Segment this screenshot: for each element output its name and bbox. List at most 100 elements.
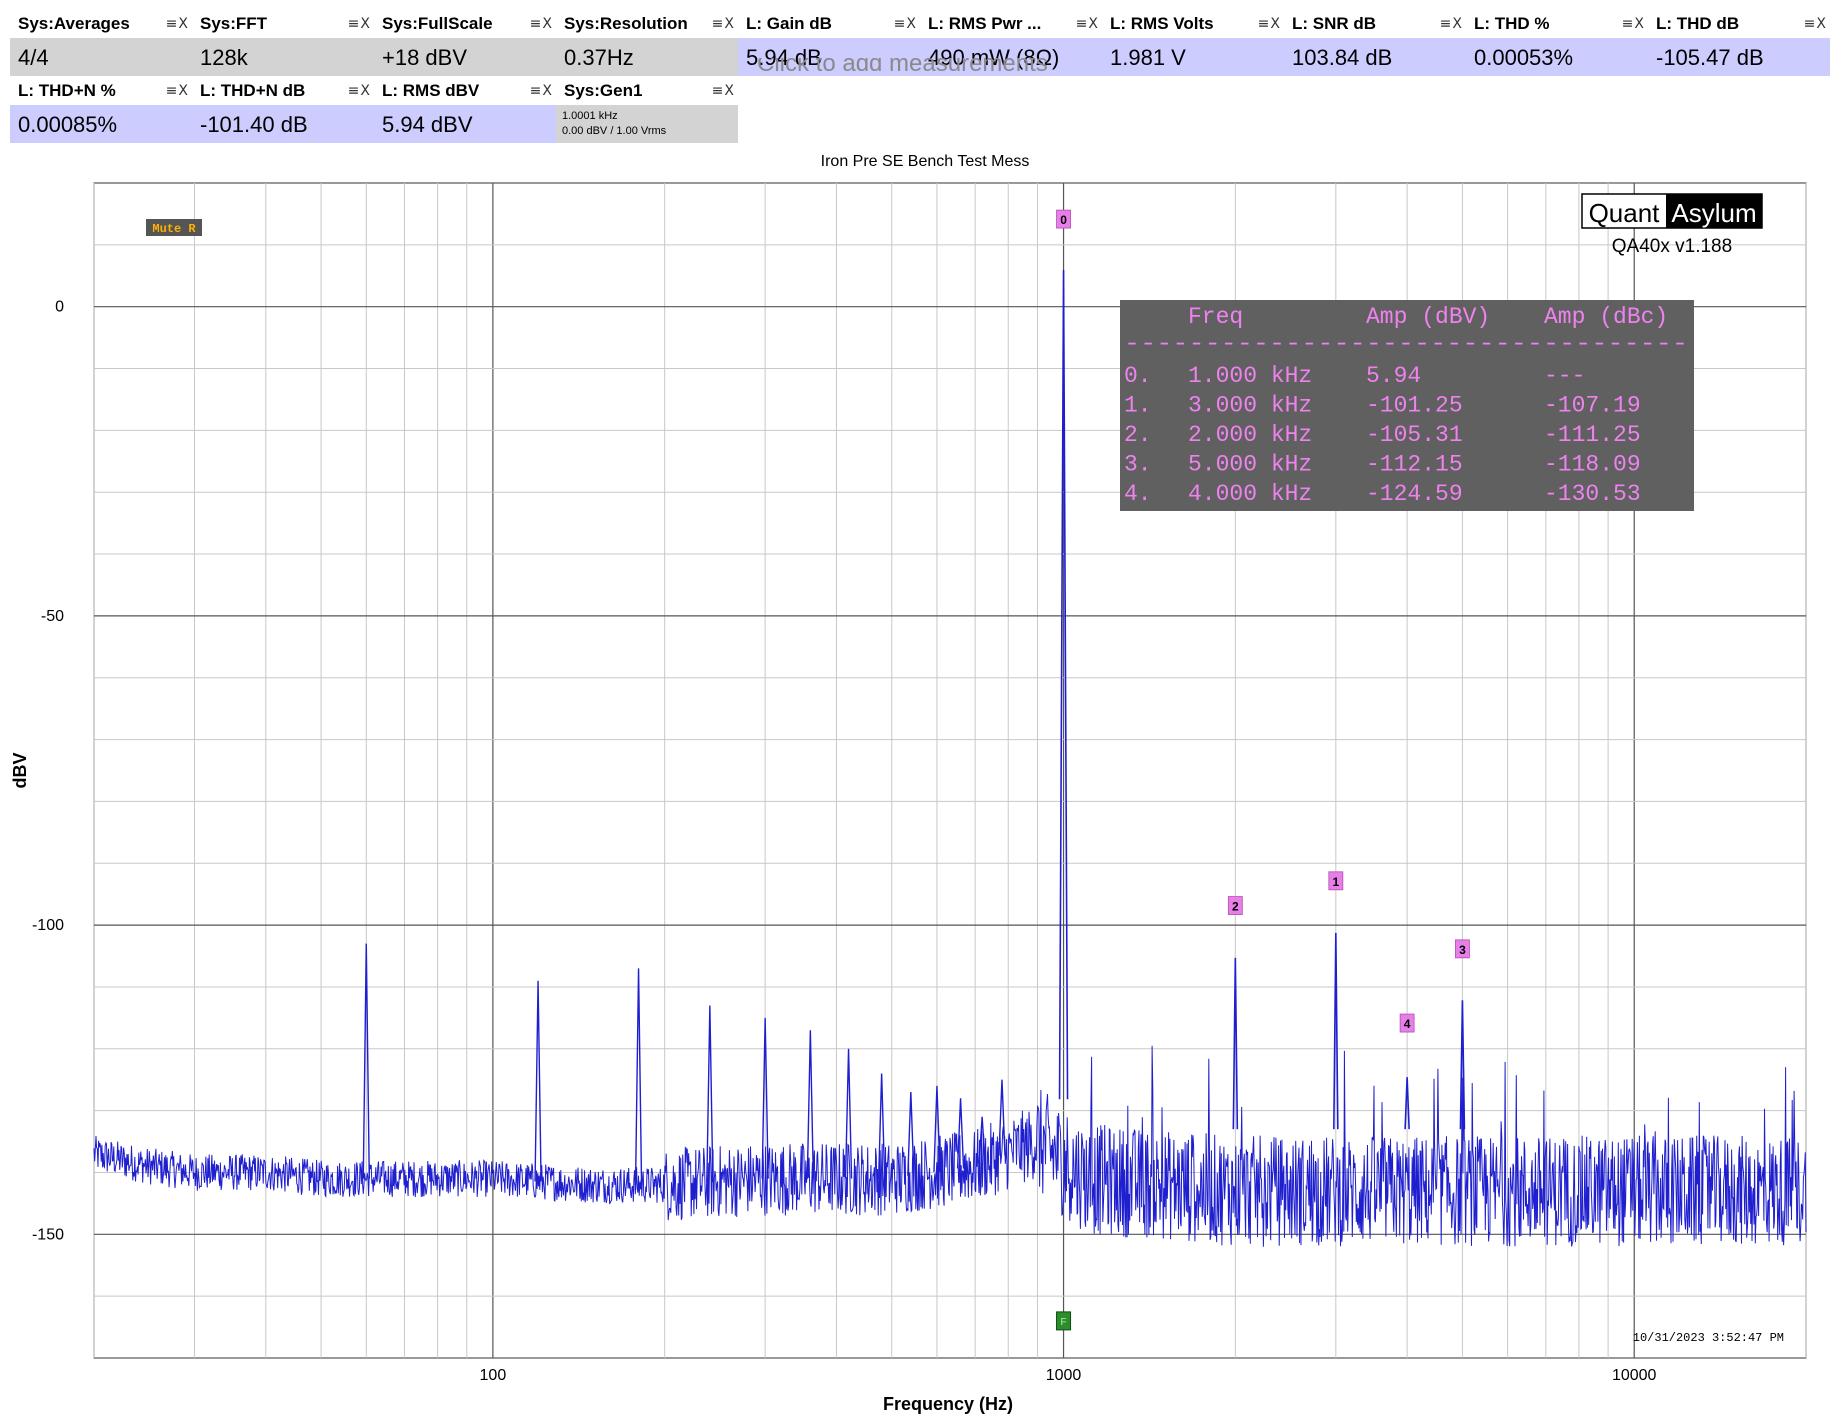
x-tick-label: 100 xyxy=(480,1367,507,1384)
harmonic-marker[interactable] xyxy=(1328,871,1344,891)
measurement-value: 5.94 dBV xyxy=(382,112,473,137)
harmonic-marker-label: 4 xyxy=(1404,1017,1411,1031)
harmonic-marker-label: 2 xyxy=(1232,900,1239,914)
tile-menu-close-icon[interactable]: ≡X xyxy=(347,83,371,99)
spur-line xyxy=(534,980,542,1182)
table-cell: 4. xyxy=(1124,481,1152,507)
measurement-tile[interactable]: L: RMS Volts ≡X 1.981 V xyxy=(1102,10,1284,76)
table-cell: 1. xyxy=(1124,393,1152,419)
spectrum-trace xyxy=(93,1045,1807,1247)
table-cell: --- xyxy=(1544,363,1585,389)
measurement-tile[interactable]: Sys:Resolution ≡X 0.37Hz xyxy=(556,10,738,76)
measurement-tile[interactable]: Sys:Gen1 ≡X 1.0001 kHz 0.00 dBV / 1.00 Vrms xyxy=(556,77,738,143)
measurement-name: Sys:Resolution xyxy=(564,14,688,33)
measurement-tile[interactable]: L: THD % ≡X 0.00053% xyxy=(1466,10,1648,76)
table-cell: 3.000 kHz xyxy=(1188,393,1312,419)
table-cell: 3. xyxy=(1124,452,1152,478)
tile-menu-close-icon[interactable]: ≡X xyxy=(1257,16,1281,32)
chart-title: Iron Pre SE Bench Test Mess xyxy=(821,153,1030,170)
table-cell: 1.000 kHz xyxy=(1188,363,1312,389)
harmonic-marker[interactable] xyxy=(1227,896,1243,915)
tile-menu-close-icon[interactable]: ≡X xyxy=(893,16,917,32)
table-cell: -101.25 xyxy=(1366,393,1463,419)
measurement-tile[interactable]: Sys:FFT ≡X 128k xyxy=(192,10,374,76)
tile-menu-close-icon[interactable]: ≡X xyxy=(165,16,189,32)
table-cell: 2.000 kHz xyxy=(1188,422,1312,448)
y-axis-label: dBV xyxy=(10,753,30,789)
measurement-name: L: RMS dBV xyxy=(382,81,480,100)
harmonic-peak xyxy=(1404,1077,1410,1130)
mute-label: Mute R xyxy=(152,222,196,236)
harmonic-marker[interactable] xyxy=(1056,209,1071,229)
add-measurement-hint[interactable]: Click to add measurements xyxy=(757,58,1048,76)
measurement-tile[interactable]: L: THD+N dB ≡X -101.40 dB xyxy=(192,77,374,143)
measurement-tile[interactable]: L: SNR dB ≡X 103.84 dB xyxy=(1284,10,1466,76)
measurement-value: 0.00085% xyxy=(18,112,118,137)
y-tick-label: -100 xyxy=(32,917,64,934)
measurement-tile[interactable]: Sys:FullScale ≡X +18 dBV xyxy=(374,10,556,76)
tile-menu-close-icon[interactable]: ≡X xyxy=(1803,16,1827,32)
tile-menu-close-icon[interactable]: ≡X xyxy=(529,83,553,99)
harmonic-marker[interactable] xyxy=(1455,939,1470,959)
harmonic-marker[interactable] xyxy=(1399,1013,1415,1033)
logo-left: Quant xyxy=(1589,198,1661,228)
spur-line xyxy=(978,1116,986,1164)
measurement-tile[interactable]: L: THD dB ≡X -105.47 dB xyxy=(1648,10,1830,76)
logo-right: Asylum xyxy=(1671,198,1756,228)
spur-line xyxy=(933,1085,941,1172)
measurement-name: L: SNR dB xyxy=(1292,14,1377,33)
table-cell: -118.09 xyxy=(1544,452,1641,478)
harmonic-peak xyxy=(1333,932,1339,1130)
measurement-value: 103.84 dB xyxy=(1292,45,1393,70)
spur-line xyxy=(844,1048,853,1179)
spur-line xyxy=(761,1017,769,1179)
table-cell: -107.19 xyxy=(1544,393,1641,419)
harmonic-peak xyxy=(1459,1000,1466,1130)
harmonic-table: Freq Amp (dBV) Amp (dBc)------------------… xyxy=(1120,300,1694,511)
measurement-tile[interactable]: L: THD+N % ≡X 0.00085% xyxy=(10,77,192,143)
measurement-name: L: RMS Pwr ... xyxy=(928,14,1042,33)
tile-menu-close-icon[interactable]: ≡X xyxy=(711,83,735,99)
harmonic-marker-label: 1 xyxy=(1332,875,1339,889)
table-cell: 5.000 kHz xyxy=(1188,452,1312,478)
measurement-name: Sys:Gen1 xyxy=(564,81,643,100)
table-cell: -105.31 xyxy=(1366,422,1463,448)
spur-line xyxy=(706,1005,714,1183)
mute-badge xyxy=(146,219,202,236)
table-cell: -112.15 xyxy=(1366,452,1463,478)
x-axis-label: Frequency (Hz) xyxy=(883,1394,1013,1414)
measurement-tile[interactable]: L: RMS Pwr ... ≡X 490 mW (8Ω) xyxy=(920,10,1102,76)
table-cell: 2. xyxy=(1124,422,1152,448)
table-separator: ----------------------------------- xyxy=(1124,331,1688,357)
tile-menu-close-icon[interactable]: ≡X xyxy=(529,16,553,32)
table-cell: 5.94 xyxy=(1366,363,1421,389)
measurement-value: -105.47 dB xyxy=(1656,45,1764,70)
table-header: Amp (dBV) xyxy=(1366,304,1490,330)
spur-line xyxy=(877,1073,886,1179)
harmonic-marker-label: 0 xyxy=(1060,213,1067,227)
table-cell: 0. xyxy=(1124,363,1152,389)
tile-menu-close-icon[interactable]: ≡X xyxy=(165,83,189,99)
x-tick-label: 1000 xyxy=(1046,1367,1082,1384)
tile-menu-close-icon[interactable]: ≡X xyxy=(347,16,371,32)
fft-chart: 100 1000 10000 0 -50 -100 -150 Iron Pre SE Benc… xyxy=(10,153,1807,1414)
harmonic-peak xyxy=(1232,957,1239,1130)
logo-dark-block xyxy=(1666,194,1762,228)
y-tick-label: -150 xyxy=(32,1226,64,1243)
generator-marker[interactable] xyxy=(1056,1311,1072,1331)
tile-menu-close-icon[interactable]: ≡X xyxy=(1621,16,1645,32)
measurement-tile[interactable]: L: Gain dB ≡X 5.94 dB xyxy=(738,10,920,76)
spur-line xyxy=(806,1030,815,1179)
measurement-name: L: THD+N dB xyxy=(200,81,306,100)
table-cell: 4.000 kHz xyxy=(1188,481,1312,507)
measurement-tile[interactable]: Sys:Averages ≡X 4/4 xyxy=(10,10,192,76)
measurement-tile[interactable]: L: RMS dBV ≡X 5.94 dBV xyxy=(374,77,556,143)
measurement-name: Sys:Averages xyxy=(18,14,130,33)
table-header: Freq xyxy=(1188,304,1243,330)
measurement-name: Sys:FFT xyxy=(200,14,268,33)
tile-menu-close-icon[interactable]: ≡X xyxy=(711,16,735,32)
measurement-name: L: Gain dB xyxy=(746,14,832,33)
tile-menu-close-icon[interactable]: ≡X xyxy=(1075,16,1099,32)
tile-menu-close-icon[interactable]: ≡X xyxy=(1439,16,1463,32)
spur-line xyxy=(634,968,643,1185)
